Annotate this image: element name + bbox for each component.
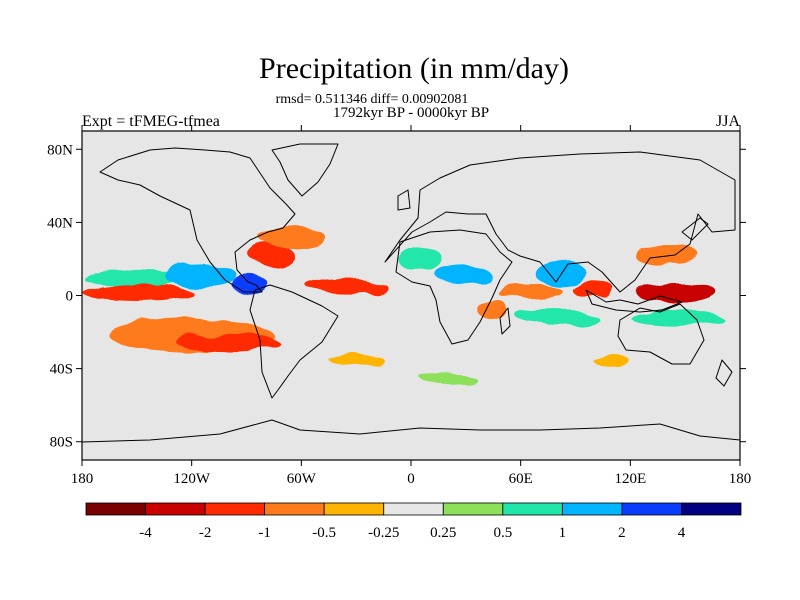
experiment-label: Expt = tFMEG-tfmea: [82, 113, 220, 130]
colorbar-label: -4: [139, 525, 152, 541]
anomaly-field-6: [250, 244, 295, 267]
map-background: [82, 131, 740, 460]
lat-tick-label: 80S: [50, 435, 73, 451]
period-line: 1792kyr BP - 0000kyr BP: [332, 105, 490, 121]
colorbar-swatch: [85, 502, 146, 516]
anomaly-field-9: [398, 246, 443, 272]
anomaly-field-10: [434, 264, 490, 283]
anomaly-field-20: [420, 372, 475, 384]
lon-tick-label: 60W: [287, 471, 317, 487]
colorbar-label: 4: [678, 525, 686, 541]
season-label: JJA: [715, 113, 740, 130]
colorbar-label: -0.25: [368, 525, 399, 541]
colorbar-swatch: [442, 502, 504, 516]
colorbar-swatch: [145, 502, 206, 516]
colorbar-label: -1: [258, 525, 271, 541]
lat-tick-label: 80N: [47, 142, 73, 158]
colorbar-swatch: [383, 502, 444, 516]
colorbar-swatch: [323, 502, 385, 516]
colorbar-swatch: [502, 502, 563, 516]
colorbar-label: 1: [559, 525, 567, 541]
longitude-ticks: 180 120W 60W 0 60E 120E 180: [71, 125, 752, 487]
anomaly-field-7: [259, 226, 326, 248]
lon-tick-label: 0: [407, 471, 415, 487]
anomaly-field-17: [517, 310, 598, 325]
colorbar-label: 0.5: [493, 525, 512, 541]
colorbar-swatch: [681, 502, 742, 516]
lon-tick-label: 120W: [173, 471, 211, 487]
lon-tick-label: 180: [71, 471, 94, 487]
colorbar-label: -2: [199, 525, 212, 541]
anomaly-field-21: [593, 355, 631, 367]
anomaly-field-2: [177, 333, 280, 353]
anomaly-field-5: [231, 275, 269, 294]
coast-north-america: [99, 147, 296, 293]
anomaly-field-18: [630, 310, 722, 325]
lat-tick-label: 40N: [47, 215, 73, 231]
coast-indonesia: [585, 289, 683, 313]
lat-tick-label: 0: [66, 289, 74, 305]
anomaly-field-11: [478, 299, 508, 322]
colorbar-swatch: [621, 502, 682, 516]
anomaly-field-16: [633, 246, 700, 265]
coast-greenland: [271, 143, 339, 197]
colorbar-swatch: [264, 502, 325, 516]
coast-antarctica: [82, 419, 740, 443]
lon-tick-label: 180: [729, 471, 752, 487]
map-title: Precipitation (in mm/day): [259, 52, 569, 85]
anomaly-field-3: [82, 269, 192, 285]
lon-tick-label: 120E: [614, 471, 646, 487]
stats-line: rmsd= 0.511346 diff= 0.00902081: [275, 92, 469, 107]
coastlines: [82, 143, 740, 443]
anomaly-field-13: [535, 260, 587, 287]
colorbar-label: -0.5: [312, 525, 336, 541]
anomaly-field-14: [571, 282, 616, 298]
lon-tick-label: 60E: [509, 471, 533, 487]
coast-south-america: [249, 284, 339, 399]
coast-eurasia: [384, 151, 736, 293]
coast-australia: [617, 303, 705, 365]
anomaly-field-15: [635, 280, 717, 303]
coast-new-zealand: [715, 359, 733, 387]
colorbar: -4 -2 -1 -0.5 -0.25 0.25 0.5 1 2 4: [85, 502, 742, 541]
colorbar-swatch: [561, 502, 623, 516]
anomaly-field-12: [496, 284, 563, 300]
anomaly-field-0: [82, 282, 192, 301]
colorbar-label: 2: [618, 525, 626, 541]
coast-africa: [395, 229, 513, 345]
latitude-ticks: 80N 40N 0 40S 80S: [47, 142, 746, 451]
anomaly-field-8: [306, 279, 388, 294]
colorbar-swatch: [204, 502, 266, 516]
lat-tick-label: 40S: [50, 362, 73, 378]
anomaly-field-4: [164, 264, 238, 287]
coast-japan: [681, 217, 709, 241]
coast-madagascar: [499, 307, 511, 335]
colorbar-label: 0.25: [430, 525, 456, 541]
anomaly-field-19: [328, 353, 384, 365]
coast-britain: [397, 189, 411, 211]
